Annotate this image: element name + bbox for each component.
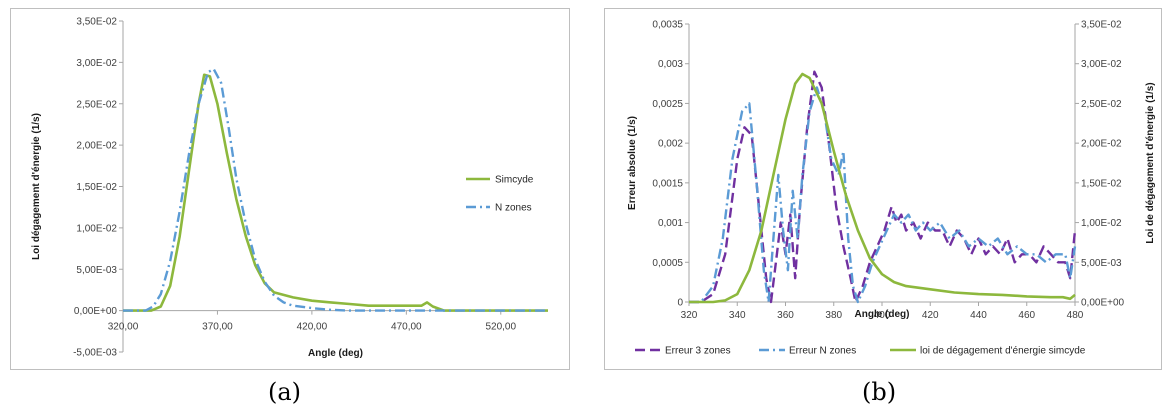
y-tick-label: 2,00E-02	[76, 141, 117, 152]
y-tick-label: 5,00E-03	[76, 265, 117, 276]
series-line-simcyde	[689, 72, 1076, 304]
x-tick-label: 420,00	[297, 322, 328, 333]
legend-label: loi de dégagement d'énergie simcyde	[920, 346, 1086, 357]
left-y-axis-title: Erreur absolue (1/s)	[627, 116, 638, 210]
y-tick-label: -5,00E-03	[73, 348, 117, 359]
chart-a: -5,00E-03 0,00E+00 5,00E-03 1,00E-02 1,50E-0…	[31, 17, 548, 359]
legend-label: N zones	[495, 203, 532, 214]
left-y-tick-label: 0,0015	[652, 178, 683, 189]
y-tick-label: 3,00E-02	[76, 58, 117, 69]
x-tick-label: 320	[681, 310, 698, 321]
right-y-tick-label: 1,00E-02	[1081, 218, 1122, 229]
y-tick-label: 0,00E+00	[74, 306, 118, 317]
left-y-tick-label: 0	[677, 298, 683, 309]
left-y-tick-label: 0,002	[658, 139, 683, 150]
series-line-erreur-3-zones	[689, 70, 1077, 304]
left-y-tick-label: 0,0025	[652, 99, 683, 110]
left-y-tick-label: 0,0005	[652, 258, 683, 269]
right-y-tick-label: 3,00E-02	[1081, 59, 1122, 70]
x-tick-label: 470,00	[391, 322, 422, 333]
y-tick-label: 1,50E-02	[76, 182, 117, 193]
x-tick-label: 520,00	[485, 322, 516, 333]
x-tick-label: 360	[777, 310, 794, 321]
left-y-tick-label: 0,003	[658, 59, 683, 70]
chart-b-frame: 0 0,0005 0,001 0,0015 0,002 0,0025 0,003 0,0035…	[604, 8, 1162, 370]
legend-label: Erreur 3 zones	[665, 346, 731, 357]
series-line-n-zones	[123, 67, 548, 312]
right-y-tick-label: 5,00E-03	[1081, 258, 1122, 269]
x-tick-label: 380	[825, 310, 842, 321]
x-tick-label: 480	[1067, 310, 1084, 321]
x-tick-label: 370,00	[202, 322, 233, 333]
x-tick-label: 340	[729, 310, 746, 321]
x-tick-label: 420	[922, 310, 939, 321]
right-y-tick-label: 2,50E-02	[1081, 99, 1122, 110]
legend-label: Erreur N zones	[789, 346, 856, 357]
y-tick-label: 3,50E-02	[76, 17, 117, 28]
right-y-tick-label: 0,00E+00	[1081, 298, 1125, 309]
x-tick-label: 320,00	[108, 322, 139, 333]
right-y-tick-label: 2,00E-02	[1081, 139, 1122, 150]
caption-a: (a)	[268, 378, 302, 406]
legend-label: Simcyde	[495, 175, 534, 186]
left-y-tick-label: 0,0035	[652, 20, 683, 31]
chart-b: 0 0,0005 0,001 0,0015 0,002 0,0025 0,003 0,0035…	[627, 20, 1156, 357]
y-tick-label: 2,50E-02	[76, 99, 117, 110]
x-tick-label: 440	[970, 310, 987, 321]
x-axis-title: Angle (deg)	[855, 309, 910, 320]
series-line-simcyde	[123, 73, 548, 312]
right-y-axis-title: Loi de dégagement d'énergie (1/s)	[1145, 82, 1156, 243]
x-tick-label: 460	[1018, 310, 1035, 321]
right-y-tick-label: 3,50E-02	[1081, 20, 1122, 31]
chart-a-frame: -5,00E-03 0,00E+00 5,00E-03 1,00E-02 1,50E-0…	[10, 8, 570, 370]
x-tick-label: 400	[874, 310, 891, 321]
caption-b: (b)	[862, 378, 897, 406]
x-axis-title: Angle (deg)	[308, 348, 363, 359]
y-axis-title: Loi dégagement d'énergie (1/s)	[31, 113, 42, 260]
y-tick-label: 1,00E-02	[76, 223, 117, 234]
series-line-erreur-n-zones	[689, 86, 1077, 304]
right-y-tick-label: 1,50E-02	[1081, 178, 1122, 189]
left-y-tick-label: 0,001	[658, 218, 683, 229]
